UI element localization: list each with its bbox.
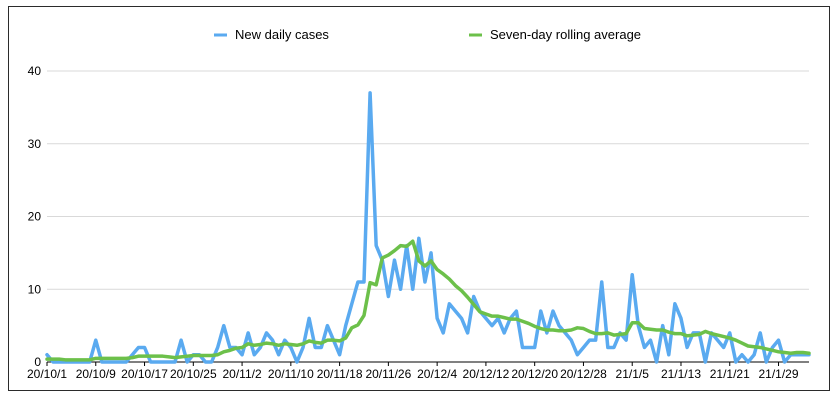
y-tick-label: 40 bbox=[28, 64, 42, 78]
chart-frame: 0 10 20 30 40 20/10/1 20/10/9 20/10/17 20/10/25 2… bbox=[8, 6, 830, 391]
legend-label-seven-day-average: Seven-day rolling average bbox=[490, 27, 641, 42]
x-tick-label: 21/1/13 bbox=[661, 367, 701, 381]
x-tick-label: 20/12/4 bbox=[417, 367, 457, 381]
x-tick-label: 20/11/10 bbox=[268, 367, 314, 381]
x-tick-label: 20/10/17 bbox=[121, 367, 168, 381]
x-tick-label: 20/10/9 bbox=[76, 367, 116, 381]
series-line-seven-day-average bbox=[45, 239, 811, 362]
x-tick-label: 21/1/5 bbox=[616, 367, 650, 381]
legend-label-new-daily-cases: New daily cases bbox=[235, 27, 329, 42]
x-tick-label: 21/1/21 bbox=[710, 367, 750, 381]
x-tick-label: 20/11/2 bbox=[222, 367, 261, 381]
series-line-new-daily-cases bbox=[45, 91, 811, 364]
x-tick-label: 20/10/25 bbox=[170, 367, 217, 381]
y-tick-label: 10 bbox=[28, 282, 42, 296]
legend: New daily cases Seven-day rolling averag… bbox=[214, 27, 641, 42]
y-tick-label: 20 bbox=[28, 210, 42, 224]
gridlines bbox=[47, 70, 809, 290]
series bbox=[45, 91, 811, 364]
x-tick-label: 20/11/18 bbox=[317, 367, 363, 381]
x-tick-label: 20/10/1 bbox=[27, 367, 67, 381]
x-tick-label: 20/12/28 bbox=[560, 367, 607, 381]
x-tick-label: 21/1/29 bbox=[758, 367, 798, 381]
y-tick-label: 30 bbox=[28, 137, 42, 151]
y-tick-label: 0 bbox=[34, 355, 41, 369]
line-chart: 0 10 20 30 40 20/10/1 20/10/9 20/10/17 20/10/25 2… bbox=[27, 27, 811, 381]
x-tick-label: 20/11/26 bbox=[365, 367, 411, 381]
x-tick-label: 20/12/20 bbox=[511, 367, 558, 381]
x-tick-label: 20/12/12 bbox=[463, 367, 510, 381]
